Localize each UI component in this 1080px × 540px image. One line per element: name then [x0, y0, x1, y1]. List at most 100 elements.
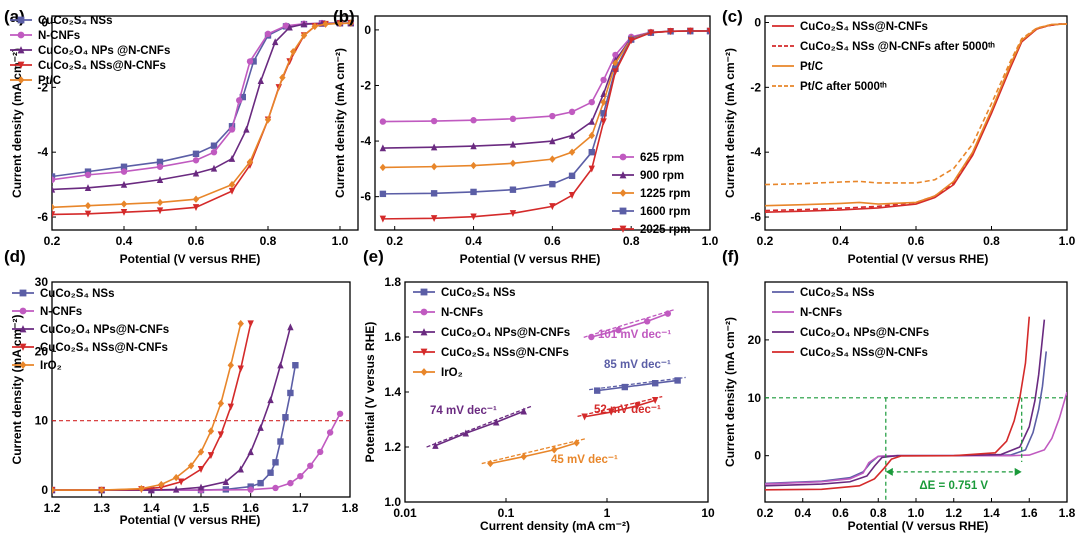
legend-label: CuCo₂O₄ NPs@N-CNFs: [441, 327, 570, 339]
data-point: [148, 486, 155, 494]
panel-d: (d) 1.2 1.3 1.4 1.5 1.6 1.7 1.8 0 10 20 30 Potential…: [4, 247, 359, 527]
data-point: [509, 210, 517, 218]
data-point: [237, 365, 244, 373]
data-point: [52, 185, 56, 193]
data-point: [246, 58, 254, 65]
data-point: [549, 137, 556, 145]
data-point: [84, 184, 92, 192]
y-tick-label: -4: [750, 145, 761, 159]
data-point: [509, 186, 517, 193]
x-tick-label: 1.2: [44, 501, 61, 515]
data-point: [272, 484, 279, 492]
x-tick-label: 0.2: [44, 234, 61, 248]
data-point: [651, 397, 659, 404]
data-point: [568, 148, 576, 156]
data-point: [600, 76, 607, 84]
data-point: [379, 163, 387, 172]
data-point: [257, 423, 264, 431]
data-point: [279, 73, 286, 82]
x-tick-label: 1.0: [702, 234, 719, 248]
data-point: [643, 318, 651, 325]
y-tick-label: 1.8: [384, 275, 401, 289]
x-axis-label: Potential (V versus RHE): [848, 252, 989, 266]
data-point: [228, 154, 236, 162]
data-point: [156, 207, 164, 215]
y-tick-label: -4: [37, 145, 48, 159]
data-point: [237, 465, 244, 473]
delta-e-label: ΔE = 0.751 V: [919, 480, 988, 492]
data-point: [549, 112, 556, 120]
data-point: [282, 414, 289, 421]
data-point: [17, 61, 25, 69]
data-point: [192, 150, 200, 158]
series-4: [52, 19, 354, 212]
panel-label: (e): [363, 247, 384, 266]
data-point: [228, 126, 236, 133]
legend-item: N-CNFs: [10, 30, 80, 42]
y-axis-label: Current density (mA cm⁻²): [333, 48, 347, 198]
panel-label: (b): [333, 7, 355, 26]
legend-item: Pt/C: [772, 61, 823, 73]
data-point: [588, 131, 595, 140]
data-point: [19, 307, 27, 315]
data-point: [267, 396, 274, 404]
data-point: [19, 361, 27, 369]
y-axis-label: Current density (mA cm⁻²): [10, 48, 24, 198]
data-point: [470, 161, 477, 170]
data-point: [84, 171, 92, 179]
x-tick-label: 0.4: [465, 234, 482, 248]
legend-item: CuCo₂O₄ NPs@N-CNFs: [413, 327, 570, 339]
x-tick-label: 0.4: [794, 506, 811, 520]
series-1: [379, 27, 710, 152]
data-point: [317, 448, 324, 456]
slope-annotation: 52 mV dec⁻¹: [594, 404, 661, 416]
data-point: [612, 68, 619, 76]
panel-c: (c) 0.2 0.4 0.6 0.8 1.0 0 -2 -4 -6 Potential (V ve…: [722, 7, 1076, 266]
data-point: [192, 157, 200, 164]
data-point: [667, 28, 674, 35]
x-tick-label: 1.8: [1059, 506, 1076, 520]
data-point: [687, 27, 694, 35]
data-point: [509, 115, 517, 123]
data-point: [326, 429, 334, 436]
data-point: [627, 37, 635, 45]
data-point: [52, 176, 56, 183]
x-tick-label: 1.5: [193, 501, 210, 515]
legend-label: N-CNFs: [441, 307, 483, 319]
y-tick-label: 10: [748, 391, 762, 405]
data-point: [156, 198, 164, 207]
data-point: [17, 46, 25, 54]
series-4: [379, 27, 710, 223]
x-axis-label: Potential (V versus RHE): [848, 519, 989, 533]
legend-item: CuCo₂O₄ NPs@N-CNFs: [772, 327, 929, 339]
data-point: [568, 192, 576, 199]
data-point: [120, 163, 128, 170]
series-line: [765, 319, 1046, 487]
data-point: [52, 203, 56, 212]
slope-annotation: 101 mV dec⁻¹: [598, 329, 671, 341]
y-tick-label: 1.4: [384, 385, 401, 399]
series-2: [379, 27, 710, 172]
x-tick-label: 1.8: [342, 501, 359, 515]
data-point: [588, 117, 595, 125]
fit-line: [426, 405, 533, 448]
data-point: [158, 480, 165, 489]
series-2: [765, 23, 1067, 207]
data-point: [236, 97, 243, 104]
x-axis-label: Potential (V versus RHE): [460, 252, 601, 266]
x-tick-label: 1.4: [983, 506, 1000, 520]
x-tick-label: 0.8: [870, 506, 887, 520]
x-tick-label: 0.8: [983, 234, 1000, 248]
series-2: [426, 405, 533, 449]
legend-item: CuCo₂S₄ NSs@N-CNFs: [772, 21, 928, 33]
series-0: [52, 19, 354, 180]
data-point: [568, 172, 576, 180]
data-point: [568, 108, 576, 116]
data-point: [52, 211, 56, 219]
legend-label: N-CNFs: [38, 30, 80, 42]
legend-item: N-CNFs: [12, 306, 82, 318]
y-tick-label: 0: [754, 449, 761, 463]
data-point: [588, 148, 595, 156]
data-point: [573, 439, 580, 447]
data-point: [197, 483, 205, 491]
